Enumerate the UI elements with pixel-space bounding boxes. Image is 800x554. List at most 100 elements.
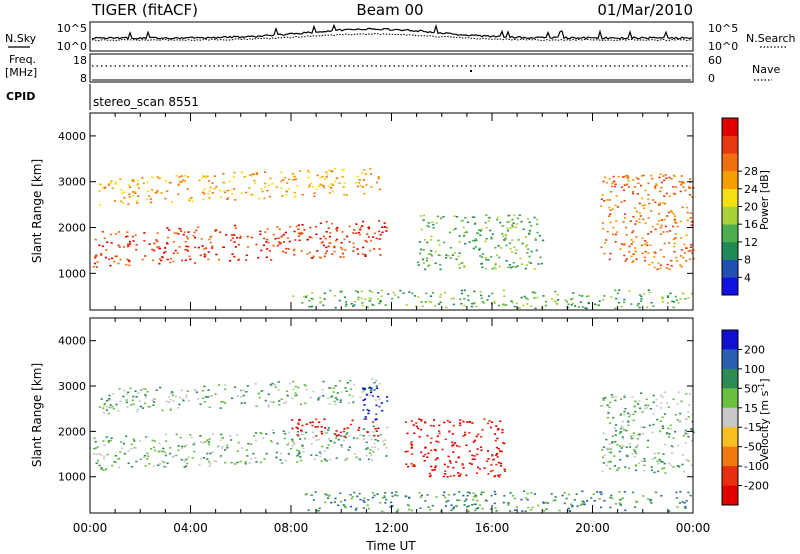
scatter-cell: [343, 435, 346, 438]
scatter-cell: [638, 212, 641, 214]
scatter-cell: [178, 396, 181, 399]
scatter-cell: [516, 217, 519, 220]
scatter-cell: [529, 262, 533, 264]
scatter-cell: [627, 421, 630, 423]
scatter-cell: [424, 446, 427, 449]
scatter-cell: [240, 171, 243, 174]
scatter-region-main-band: [92, 220, 389, 268]
scatter-cell: [265, 433, 268, 435]
scatter-cell: [605, 239, 608, 241]
scatter-cell: [653, 471, 656, 474]
scatter-cell: [682, 256, 685, 259]
scatter-cell: [623, 298, 626, 301]
power-frame: [89, 112, 694, 311]
scatter-cell: [656, 223, 659, 225]
scatter-cell: [185, 396, 188, 399]
scatter-cell: [236, 434, 239, 436]
scatter-cell: [172, 241, 175, 243]
scatter-cell: [502, 501, 505, 504]
scatter-cell: [600, 405, 603, 407]
scatter-cell: [318, 256, 321, 259]
scatter-cell: [465, 231, 468, 233]
scatter-cell: [274, 238, 277, 240]
scatter-cell: [619, 458, 622, 461]
scatter-cell: [222, 246, 225, 248]
scatter-cell: [211, 247, 214, 249]
scatter-cell: [488, 216, 491, 219]
scatter-cell: [363, 404, 366, 406]
scatter-cell: [658, 202, 661, 204]
scatter-cell: [436, 457, 439, 459]
scatter-cell: [230, 439, 233, 441]
scatter-cell: [554, 290, 557, 293]
scatter-cell: [254, 457, 257, 459]
scatter-cell: [186, 249, 189, 251]
scatter-cell: [330, 187, 333, 189]
scatter-cell: [272, 244, 275, 247]
scatter-cell: [313, 192, 316, 194]
scatter-region-evening-band: [600, 173, 695, 271]
scatter-cell: [257, 392, 260, 395]
scatter-cell: [208, 465, 211, 467]
scatter-cell: [332, 391, 335, 393]
scatter-cell: [644, 407, 647, 410]
scatter-cell: [159, 386, 162, 389]
scatter-cell: [487, 220, 490, 222]
scatter-cell: [201, 176, 204, 179]
nsky-frame: [89, 21, 694, 52]
scatter-cell: [413, 465, 416, 467]
scatter-cell: [306, 238, 309, 241]
scatter-cell: [450, 504, 453, 507]
scatter-cell: [643, 256, 646, 259]
scatter-cell: [104, 256, 107, 259]
scatter-cell: [659, 267, 662, 270]
scatter-cell: [335, 457, 338, 459]
scatter-cell: [177, 193, 180, 196]
scatter-cell: [533, 297, 536, 299]
scatter-cell: [299, 170, 302, 172]
scatter-cell: [458, 445, 461, 448]
scatter-cell: [364, 398, 367, 401]
scatter-cell: [264, 171, 267, 173]
scatter-cell: [471, 504, 474, 506]
scatter-cell: [209, 186, 212, 189]
scatter-cell: [355, 232, 358, 234]
scatter-cell: [639, 407, 642, 410]
scatter-cell: [297, 228, 300, 230]
scatter-cell: [337, 438, 340, 441]
scatter-cell: [147, 455, 150, 457]
scatter-cell: [128, 186, 132, 189]
scatter-cell: [108, 406, 111, 409]
scatter-cell: [507, 214, 511, 217]
scatter-cell: [190, 197, 193, 199]
scatter-cell: [220, 433, 223, 436]
scatter-cell: [364, 253, 367, 256]
scatter-cell: [156, 246, 159, 248]
scatter-cell: [332, 183, 335, 185]
scatter-cell: [520, 220, 523, 223]
time-axis: 00:00 04:00 08:00 12:00 16:00 20:00 00:00: [73, 521, 711, 535]
scatter-cell: [681, 206, 684, 209]
scatter-cell: [681, 501, 684, 503]
scatter-cell: [309, 396, 312, 399]
scatter-cell: [647, 198, 650, 201]
scatter-cell: [626, 177, 629, 180]
scatter-cell: [430, 301, 433, 304]
scatter-cell: [205, 396, 208, 398]
scatter-cell: [634, 250, 637, 253]
scatter-cell: [275, 186, 278, 188]
scatter-cell: [602, 227, 605, 230]
scatter-cell: [632, 432, 635, 434]
scatter-cell: [115, 255, 118, 257]
scatter-cell: [427, 452, 430, 455]
scatter-cell: [109, 233, 112, 236]
scatter-cell: [308, 184, 311, 187]
scatter-cell: [663, 443, 666, 446]
scatter-cell: [648, 291, 651, 294]
scatter-cell: [480, 228, 483, 230]
scatter-cell: [328, 235, 331, 238]
scatter-cell: [511, 301, 514, 304]
scatter-cell: [320, 430, 323, 433]
scatter-cell: [410, 441, 413, 443]
